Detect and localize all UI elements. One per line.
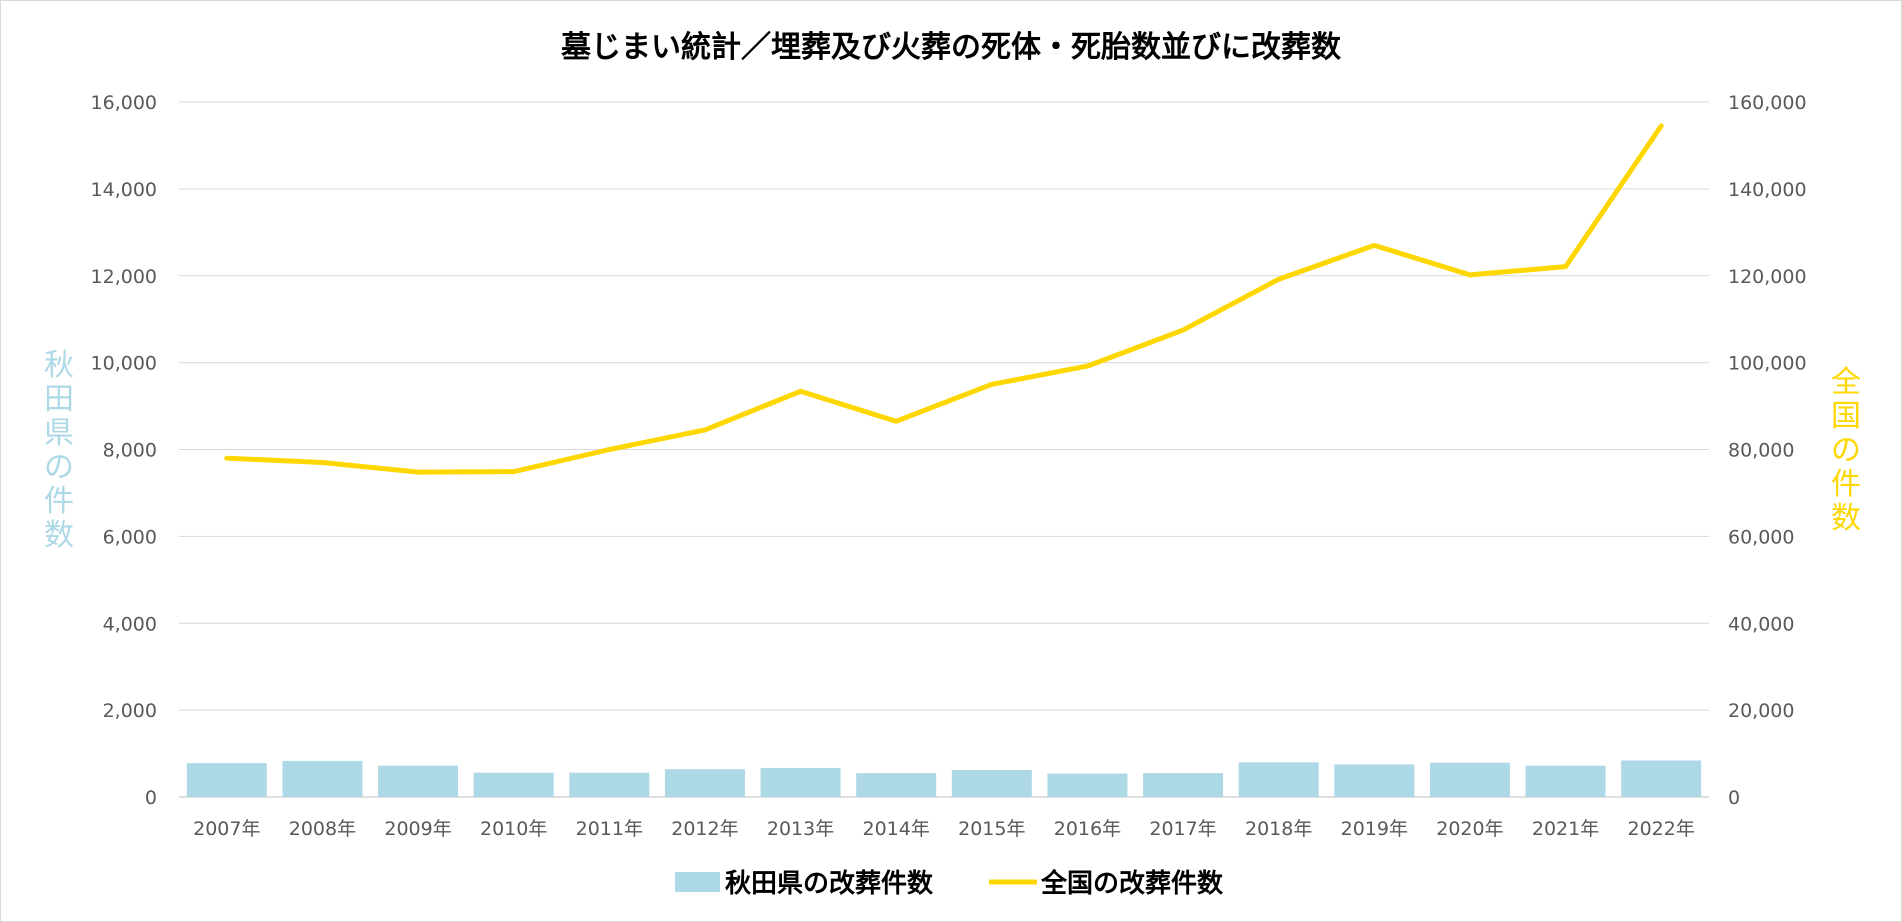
left-tick-label: 4,000 <box>103 613 157 635</box>
right-tick-label: 140,000 <box>1728 179 1807 201</box>
legend: 秋田県の改葬件数 全国の改葬件数 <box>675 868 1224 899</box>
x-tick-label: 2018年 <box>1245 818 1312 840</box>
right-tick-label: 0 <box>1728 787 1740 809</box>
line-point <box>1469 274 1471 276</box>
line-point <box>1660 125 1662 127</box>
line-point <box>1086 365 1088 367</box>
bar <box>1047 773 1128 797</box>
chart-title: 墓じまい統計／埋葬及び火葬の死体・死胎数並びに改葬数 <box>560 30 1342 65</box>
x-tick-label: 2021年 <box>1532 818 1599 840</box>
bar <box>760 767 841 797</box>
bar <box>473 772 554 797</box>
line-point <box>1278 278 1280 280</box>
line-point <box>800 390 802 392</box>
bar <box>1143 773 1224 797</box>
x-tick-label: 2013年 <box>767 818 834 840</box>
series-line <box>224 123 1664 475</box>
x-tick-label: 2015年 <box>958 818 1025 840</box>
bar <box>282 760 363 797</box>
right-tick-label: 100,000 <box>1728 353 1807 375</box>
bar <box>186 763 267 797</box>
x-tick-label: 2016年 <box>1054 818 1121 840</box>
left-tick-label: 12,000 <box>91 266 157 288</box>
bar <box>664 769 745 797</box>
legend-bar-label: 秋田県の改葬件数 <box>725 868 934 899</box>
x-tick-label: 2008年 <box>289 818 356 840</box>
line-point <box>1182 329 1184 331</box>
left-tick-label: 16,000 <box>91 92 157 114</box>
left-axis-title-text: 秋田県の件数 <box>44 348 74 553</box>
line-point <box>1373 244 1375 246</box>
x-tick-label: 2009年 <box>384 818 451 840</box>
x-tick-label: 2019年 <box>1341 818 1408 840</box>
x-tick-label: 2007年 <box>193 818 260 840</box>
left-axis-ticks: 0 2,000 4,000 6,000 8,000 10,000 12,000 14,000 1… <box>91 92 157 809</box>
right-axis-title-text: 全国の件数 <box>1831 365 1861 536</box>
left-axis-title: 秋田県の件数 <box>44 348 74 553</box>
bar <box>1525 765 1606 797</box>
line-point <box>321 462 323 464</box>
x-tick-label: 2022年 <box>1628 818 1695 840</box>
x-axis-ticks: 2007年 2008年 2009年 2010年 2011年 2012年 2013年 2014年… <box>193 818 1695 840</box>
line-point <box>417 471 419 473</box>
legend-line-label: 全国の改葬件数 <box>1040 868 1224 899</box>
x-tick-label: 2010年 <box>480 818 547 840</box>
bar <box>378 765 459 797</box>
bar <box>951 770 1032 797</box>
bar <box>1238 762 1319 797</box>
left-tick-label: 8,000 <box>103 440 157 462</box>
x-tick-label: 2014年 <box>863 818 930 840</box>
bar <box>856 773 937 797</box>
left-tick-label: 2,000 <box>103 700 157 722</box>
right-tick-label: 20,000 <box>1728 700 1794 722</box>
bar-series <box>186 760 1702 797</box>
line-point <box>704 429 706 431</box>
right-tick-label: 60,000 <box>1728 526 1794 548</box>
bar <box>1334 764 1415 797</box>
bar <box>569 772 650 797</box>
right-tick-label: 160,000 <box>1728 92 1807 114</box>
bar <box>1621 760 1702 797</box>
x-tick-label: 2012年 <box>671 818 738 840</box>
legend-bar-swatch <box>675 872 720 892</box>
line-point <box>895 420 897 422</box>
right-tick-label: 80,000 <box>1728 440 1794 462</box>
line-point <box>1565 266 1567 268</box>
x-tick-label: 2020年 <box>1436 818 1503 840</box>
left-tick-label: 0 <box>145 787 157 809</box>
line-point <box>226 457 228 459</box>
line-point <box>991 383 993 385</box>
bar <box>1429 762 1510 797</box>
line-point <box>513 471 515 473</box>
right-tick-label: 120,000 <box>1728 266 1807 288</box>
line-series <box>224 123 1664 475</box>
x-tick-label: 2017年 <box>1149 818 1216 840</box>
line-point <box>608 449 610 450</box>
left-tick-label: 14,000 <box>91 179 157 201</box>
gridlines <box>179 101 1709 798</box>
left-tick-label: 6,000 <box>103 526 157 548</box>
right-axis-title: 全国の件数 <box>1831 365 1861 536</box>
left-tick-label: 10,000 <box>91 353 157 375</box>
right-axis-ticks: 0 20,000 40,000 60,000 80,000 100,000 120,000 1… <box>1728 92 1807 809</box>
x-tick-label: 2011年 <box>576 818 643 840</box>
right-tick-label: 40,000 <box>1728 613 1794 635</box>
